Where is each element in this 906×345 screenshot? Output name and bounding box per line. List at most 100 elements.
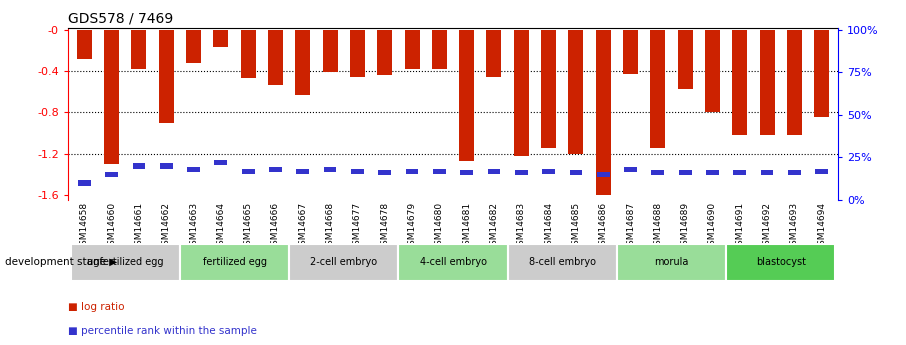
Bar [460,170,473,175]
Bar [404,30,419,69]
Bar [159,164,173,169]
Text: ■ percentile rank within the sample: ■ percentile rank within the sample [68,326,256,336]
Bar [570,170,583,175]
Bar [432,30,447,69]
Bar [542,169,555,174]
Text: GSM14660: GSM14660 [107,202,116,251]
Text: GSM14683: GSM14683 [516,202,525,251]
Text: GSM14679: GSM14679 [408,202,417,251]
Bar [706,170,718,175]
Bar [679,170,691,175]
Text: GSM14666: GSM14666 [271,202,280,251]
Bar [732,30,747,135]
Text: GSM14661: GSM14661 [134,202,143,251]
Text: 4-cell embryo: 4-cell embryo [419,257,487,267]
Text: GSM14662: GSM14662 [162,202,170,251]
Bar [377,30,392,75]
Bar [678,30,692,89]
Text: 8-cell embryo: 8-cell embryo [529,257,596,267]
Text: GSM14687: GSM14687 [626,202,635,251]
Text: GSM14694: GSM14694 [817,202,826,251]
Bar [323,167,336,172]
Text: GSM14680: GSM14680 [435,202,444,251]
Bar [379,170,391,175]
Text: GSM14668: GSM14668 [325,202,334,251]
Bar [296,169,309,174]
Bar [351,169,364,174]
Bar [71,244,180,281]
Bar [759,30,775,135]
Text: GSM14684: GSM14684 [545,202,553,251]
Text: GSM14667: GSM14667 [298,202,307,251]
Bar [104,30,120,164]
Bar [487,169,500,174]
Bar [268,30,283,86]
Bar [132,164,145,169]
Bar [459,30,474,161]
Text: GSM14681: GSM14681 [462,202,471,251]
Bar [617,244,726,281]
Bar [514,30,529,156]
Bar [241,30,255,78]
Text: GSM14693: GSM14693 [790,202,799,251]
Text: development stage ▶: development stage ▶ [5,257,117,267]
Text: ■ log ratio: ■ log ratio [68,302,124,312]
Text: fertilized egg: fertilized egg [203,257,266,267]
Bar [433,169,446,174]
Bar [515,170,527,175]
Text: GSM14664: GSM14664 [217,202,226,251]
Bar [295,30,311,95]
Text: GSM14686: GSM14686 [599,202,608,251]
Bar [350,30,365,77]
Bar [651,170,664,175]
Text: morula: morula [654,257,689,267]
Bar [726,244,835,281]
Text: GSM14665: GSM14665 [244,202,253,251]
Text: GDS578 / 7469: GDS578 / 7469 [68,11,173,25]
Text: blastocyst: blastocyst [756,257,805,267]
Bar [733,170,747,175]
Text: GSM14678: GSM14678 [381,202,390,251]
Bar [214,30,228,47]
Bar [651,30,665,148]
Text: GSM14692: GSM14692 [763,202,772,251]
Bar [215,160,227,165]
Bar [623,30,638,74]
Bar [131,30,147,69]
Bar [406,169,419,174]
Bar [761,170,774,175]
Bar [188,167,200,172]
Bar [568,30,583,154]
Bar [541,30,556,148]
Bar [105,172,118,177]
Text: unfertilized egg: unfertilized egg [87,257,164,267]
Text: GSM14663: GSM14663 [189,202,198,251]
Text: GSM14691: GSM14691 [736,202,744,251]
Bar [487,30,502,77]
Bar [705,30,720,112]
Text: GSM14690: GSM14690 [708,202,717,251]
Bar [186,30,201,63]
Bar [323,30,338,72]
Bar [242,169,255,174]
Text: GSM14688: GSM14688 [653,202,662,251]
Bar [77,30,92,59]
Bar [597,172,610,177]
Text: 2-cell embryo: 2-cell embryo [310,257,377,267]
Bar [595,30,611,195]
Bar [289,244,399,281]
Bar [788,170,801,175]
Text: GSM14685: GSM14685 [572,202,581,251]
Bar [180,244,289,281]
Bar [815,169,828,174]
Bar [624,167,637,172]
Bar [159,30,174,122]
Text: GSM14677: GSM14677 [353,202,361,251]
Text: GSM14682: GSM14682 [489,202,498,251]
Bar [269,167,282,172]
Bar [786,30,802,135]
Bar [507,244,617,281]
Bar [78,180,91,186]
Text: GSM14658: GSM14658 [80,202,89,251]
Bar [814,30,829,117]
